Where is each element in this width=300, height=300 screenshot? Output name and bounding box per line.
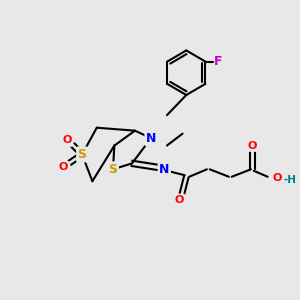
Text: -H: -H bbox=[283, 175, 296, 185]
Text: O: O bbox=[62, 136, 71, 146]
Text: F: F bbox=[214, 55, 223, 68]
Text: S: S bbox=[78, 148, 87, 161]
Text: N: N bbox=[159, 163, 169, 176]
Text: O: O bbox=[273, 173, 282, 183]
Text: O: O bbox=[174, 195, 184, 205]
Text: O: O bbox=[58, 162, 68, 172]
Text: N: N bbox=[146, 132, 156, 145]
Text: O: O bbox=[248, 140, 257, 151]
Text: S: S bbox=[108, 163, 117, 176]
